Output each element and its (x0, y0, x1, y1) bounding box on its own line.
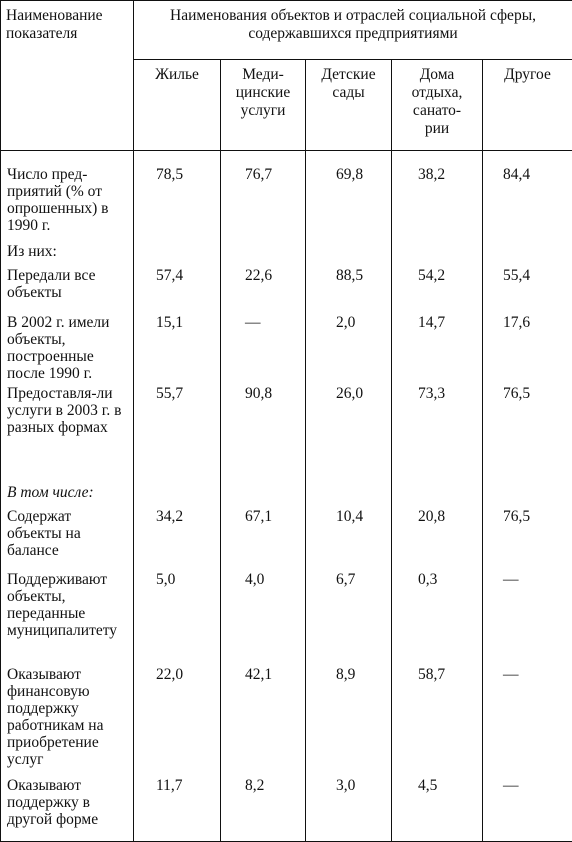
table-cell: 42,1 (220, 665, 306, 777)
table-cell: 54,2 (391, 267, 483, 314)
table-cell (391, 243, 483, 268)
table-cell (133, 243, 221, 268)
row-label: В том числе: (0, 483, 134, 508)
table-cell: 34,2 (133, 507, 221, 571)
table-cell (220, 243, 306, 268)
table-cell: 84,4 (481, 150, 572, 244)
group-header-text: Наименования объектов и отраслей социаль… (170, 7, 536, 42)
column-header-medical: Меди-цинские услуги (220, 58, 306, 151)
table-cell: 17,6 (481, 313, 572, 385)
row-label: Оказывают финансовую поддержку работника… (0, 665, 134, 777)
table-cell: 22,6 (220, 267, 306, 314)
column-header-text: Другое (504, 65, 551, 83)
table-row: В 2002 г. имели объекты, построенные пос… (0, 313, 572, 385)
table-cell: 0,3 (391, 570, 483, 666)
table-cell (133, 483, 221, 508)
table-cell: — (481, 776, 572, 842)
table-cell: 76,5 (481, 507, 572, 571)
row-label-header: Наименование показателя (0, 0, 134, 151)
row-label: Поддерживают объекты, переданные муницип… (0, 570, 134, 666)
table-row: В том числе: (0, 483, 572, 508)
table-cell (305, 483, 392, 508)
table-cell: 4,0 (220, 570, 306, 666)
row-label: Передали все объекты (0, 267, 134, 314)
column-header-kindergartens: Детские сады (305, 58, 392, 151)
table-cell: 26,0 (305, 384, 392, 484)
table-cell: 76,5 (481, 384, 572, 484)
table-row: Из них: (0, 243, 572, 268)
row-label: Содержат объекты на балансе (0, 507, 134, 571)
column-header-other: Другое (481, 58, 572, 151)
row-label: Предоставля-ли услуги в 2003 г. в разных… (0, 384, 134, 484)
row-label-header-text: Наименование показателя (6, 7, 103, 42)
table-cell: — (481, 665, 572, 777)
column-header-rest-homes: Дома отдыха, санато-рии (391, 58, 483, 151)
table-cell (391, 483, 483, 508)
table-cell: 6,7 (305, 570, 392, 666)
table-cell: 55,4 (481, 267, 572, 314)
table-cell: 10,4 (305, 507, 392, 571)
column-header-text: Дома отдыха, санато-рии (411, 65, 463, 137)
table-cell (481, 243, 572, 268)
table-row: Содержат объекты на балансе 34,2 67,1 10,4 2… (0, 507, 572, 571)
column-header-text: Меди-цинские услуги (235, 65, 291, 119)
table-cell: 22,0 (133, 665, 221, 777)
row-label: Из них: (0, 243, 134, 268)
table-cell: — (220, 313, 306, 385)
row-label: Оказывают поддержку в другой форме (0, 776, 134, 842)
table-row: Оказывают финансовую поддержку работника… (0, 665, 572, 777)
table-cell: 88,5 (305, 267, 392, 314)
table-cell: 8,2 (220, 776, 306, 842)
table-cell: 58,7 (391, 665, 483, 777)
column-header-text: Жилье (155, 65, 199, 83)
table-cell: 57,4 (133, 267, 221, 314)
table-cell (220, 483, 306, 508)
table-cell: — (481, 570, 572, 666)
table-cell: 14,7 (391, 313, 483, 385)
group-header: Наименования объектов и отраслей социаль… (132, 0, 572, 60)
table-cell (481, 483, 572, 508)
row-label: В 2002 г. имели объекты, построенные пос… (0, 313, 134, 385)
table-cell: 4,5 (391, 776, 483, 842)
table-cell: 11,7 (133, 776, 221, 842)
table-cell: 76,7 (220, 150, 306, 244)
table-cell: 3,0 (305, 776, 392, 842)
column-header-housing: Жилье (133, 58, 221, 151)
column-header-text: Детские сады (321, 65, 376, 101)
table-cell (305, 243, 392, 268)
table-cell: 90,8 (220, 384, 306, 484)
table-cell: 78,5 (133, 150, 221, 244)
table-row: Передали все объекты 57,4 22,6 88,5 54,2 55,4 (0, 267, 572, 314)
table-cell: 5,0 (133, 570, 221, 666)
table-cell: 73,3 (391, 384, 483, 484)
table-row: Число пред-приятий (% от опрошенных) в 1… (0, 150, 572, 244)
table-cell: 38,2 (391, 150, 483, 244)
table-row: Оказывают поддержку в другой форме 11,7 8,… (0, 776, 572, 842)
table-cell: 20,8 (391, 507, 483, 571)
table-cell: 15,1 (133, 313, 221, 385)
table-cell: 8,9 (305, 665, 392, 777)
table-cell: 55,7 (133, 384, 221, 484)
table-cell: 2,0 (305, 313, 392, 385)
table-row: Предоставля-ли услуги в 2003 г. в разных… (0, 384, 572, 484)
table-row: Поддерживают объекты, переданные муницип… (0, 570, 572, 666)
table-cell: 69,8 (305, 150, 392, 244)
table-cell: 67,1 (220, 507, 306, 571)
row-label: Число пред-приятий (% от опрошенных) в 1… (0, 150, 134, 244)
